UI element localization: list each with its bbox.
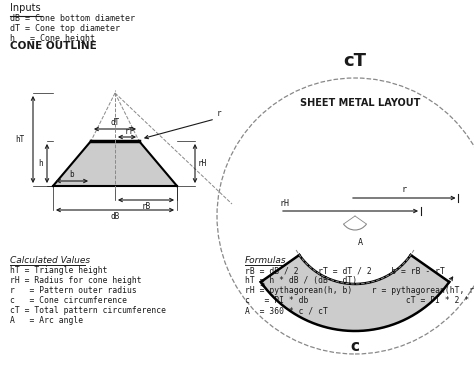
- Text: dT = Cone top diameter: dT = Cone top diameter: [10, 24, 120, 33]
- Text: h   = Cone height: h = Cone height: [10, 34, 95, 43]
- Text: A: A: [357, 238, 363, 247]
- Text: rB = dB / 2    rT = dT / 2    b = rB - rT: rB = dB / 2 rT = dT / 2 b = rB - rT: [245, 266, 445, 275]
- Text: b: b: [70, 170, 74, 179]
- Text: r: r: [401, 185, 406, 194]
- Text: c   = Cone circumference: c = Cone circumference: [10, 296, 127, 305]
- Text: dB: dB: [110, 212, 119, 221]
- Text: Calculated Values: Calculated Values: [10, 256, 90, 265]
- Text: rH: rH: [280, 199, 290, 208]
- Text: CONE OUTLINE: CONE OUTLINE: [10, 41, 97, 51]
- Text: rT: rT: [124, 127, 134, 136]
- Text: r   = Pattern outer radius: r = Pattern outer radius: [10, 286, 137, 295]
- Text: cT = Total pattern circumference: cT = Total pattern circumference: [10, 306, 166, 315]
- Text: SHEET METAL LAYOUT: SHEET METAL LAYOUT: [300, 98, 420, 108]
- Text: rH = Radius for cone height: rH = Radius for cone height: [10, 276, 142, 285]
- Text: rH: rH: [198, 159, 207, 168]
- Text: A   = Arc angle: A = Arc angle: [10, 316, 83, 325]
- Text: c: c: [350, 339, 359, 354]
- Text: rH = pythagorean(h, b)    r = pythagorean(hT, rB): rH = pythagorean(h, b) r = pythagorean(h…: [245, 286, 474, 295]
- Text: h: h: [38, 159, 43, 168]
- Text: Inputs: Inputs: [10, 3, 41, 13]
- Polygon shape: [53, 141, 177, 186]
- Text: Formulas: Formulas: [245, 256, 287, 265]
- Text: hT = h * dB / (dB - dT): hT = h * dB / (dB - dT): [245, 276, 357, 285]
- Text: A  = 360 * c / cT: A = 360 * c / cT: [245, 306, 328, 315]
- Text: rB: rB: [141, 202, 151, 211]
- Text: dB = Cone bottom diameter: dB = Cone bottom diameter: [10, 14, 135, 23]
- Text: hT: hT: [16, 135, 25, 144]
- Text: c   = PI * db                    cT = PI * 2 * r: c = PI * db cT = PI * 2 * r: [245, 296, 474, 305]
- Text: hT = Triangle height: hT = Triangle height: [10, 266, 108, 275]
- Text: r: r: [217, 108, 222, 118]
- Text: cT: cT: [344, 52, 366, 70]
- Polygon shape: [261, 255, 449, 331]
- Text: dT: dT: [110, 118, 119, 127]
